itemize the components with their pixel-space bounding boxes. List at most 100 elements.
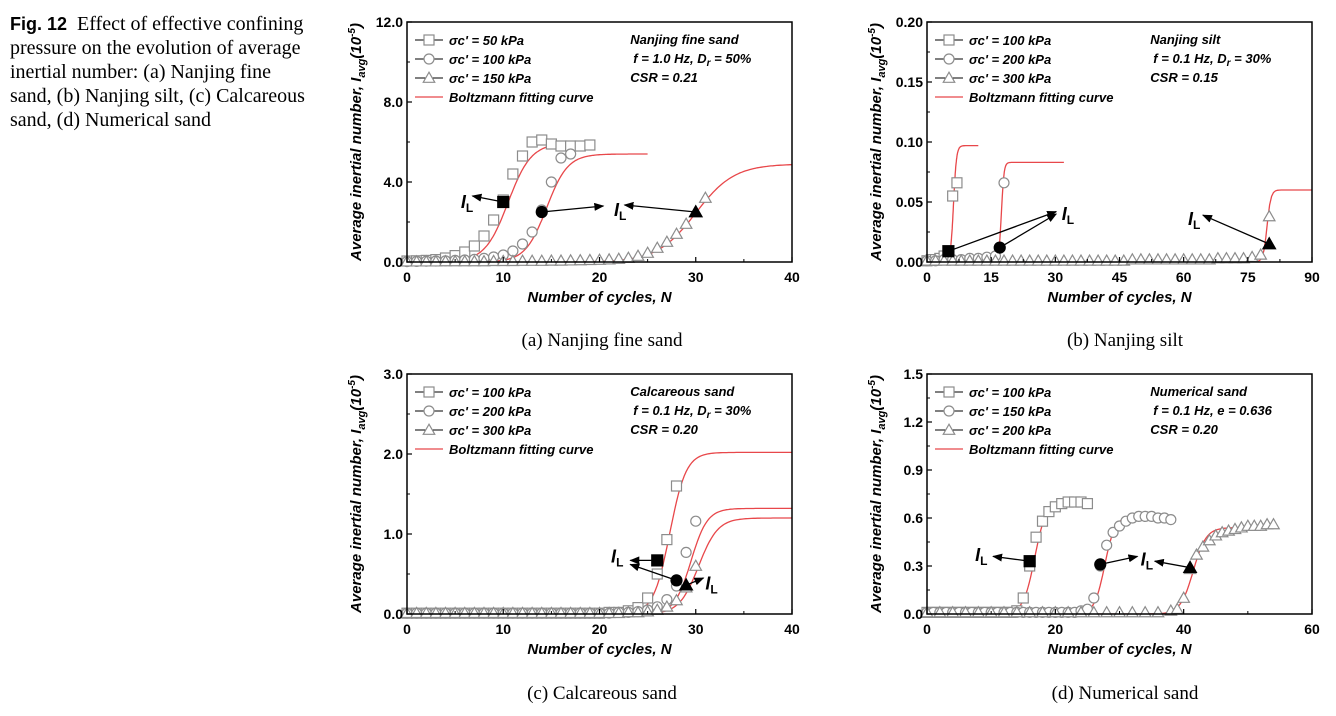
il-label-main: I — [1062, 204, 1068, 224]
fit-curve-series-1 — [407, 451, 792, 614]
data-point-series-3 — [563, 606, 578, 619]
y-axis-label-close: ) — [348, 23, 365, 30]
y-axis-label-sub: avg — [356, 410, 368, 429]
il-label: IL — [611, 546, 623, 569]
il-label-sub: L — [616, 555, 623, 569]
il-label-sub: L — [710, 583, 717, 597]
il-label: IL — [1188, 209, 1200, 232]
data-point-series-1 — [951, 177, 963, 189]
il-arrow — [541, 202, 605, 213]
y-axis-label-unit: (10 — [868, 36, 885, 58]
x-tick-label: 40 — [1176, 621, 1192, 637]
data-point-series-2 — [690, 515, 702, 527]
data-point-series-3 — [679, 217, 693, 229]
chart-b: 0 15 30 45 60 75 90 0.00 0.05 0.10 0.15 0.20 Number … — [867, 14, 1320, 306]
chart-panel-c: 0 10 20 30 40 0.0 1.0 2.0 3.0 Number of cycles, N… — [345, 362, 815, 662]
il-label-main: I — [1188, 209, 1194, 229]
data-point-series-3 — [669, 593, 684, 606]
data-point-series-1 — [545, 138, 557, 150]
il-label: IL — [461, 192, 473, 215]
figure-caption-text: Effect of effective confining pressure o… — [10, 13, 305, 131]
note-csr: CSR = 0.15 — [1150, 70, 1218, 85]
x-tick-label: 40 — [784, 621, 800, 637]
il-point — [497, 195, 510, 209]
legend-marker-series-3 — [942, 423, 956, 435]
data-point-series-1 — [468, 240, 480, 252]
y-tick-label: 3.0 — [384, 366, 404, 382]
data-markers — [400, 480, 703, 619]
legend-fit-label: Boltzmann fitting curve — [449, 90, 593, 105]
legend: σc' = 100 kPa σc' = 150 kPa σc' = 200 kPa B… — [935, 385, 1113, 457]
data-point-series-3 — [640, 246, 655, 258]
legend-marker-series-3 — [422, 71, 436, 83]
il-arrow — [1201, 214, 1270, 245]
y-tick-label: 12.0 — [376, 14, 403, 30]
subcaption-d: (d) Numerical sand — [1051, 683, 1199, 704]
legend-label-series-2: σc' = 200 kPa — [969, 52, 1051, 67]
data-point-series-2 — [545, 176, 557, 188]
y-axis-label-unit: (10 — [348, 36, 365, 58]
x-tick-label: 15 — [983, 269, 999, 285]
legend-marker-series-2 — [943, 405, 955, 417]
legend-marker-series-2 — [423, 53, 435, 65]
x-tick-label: 0 — [923, 621, 931, 637]
data-point-series-1 — [584, 139, 596, 151]
legend-marker-series-3 — [942, 71, 956, 83]
fit-curve-series-1 — [927, 499, 1088, 614]
data-point-series-3 — [467, 254, 482, 267]
legend-marker-series-2 — [943, 53, 955, 65]
chart-panel-b: 0 15 30 45 60 75 90 0.00 0.05 0.10 0.15 0.20 Number … — [865, 10, 1335, 310]
x-tick-label: 0 — [403, 269, 411, 285]
chart-panel-d: 0 20 40 60 0.0 0.3 0.6 0.9 1.2 1.5 Number of cycle… — [865, 362, 1335, 662]
note-csr: CSR = 0.20 — [630, 422, 698, 437]
legend-fit-label: Boltzmann fitting curve — [969, 90, 1113, 105]
data-point-series-1 — [555, 140, 567, 152]
x-tick-label: 30 — [688, 269, 704, 285]
il-point — [1023, 555, 1036, 568]
note-conditions-sub: r — [1227, 58, 1232, 69]
y-axis-label-exp: -5 — [347, 28, 358, 37]
fit-curve-series-3 — [407, 517, 792, 614]
chart-a: 0 10 20 30 40 0.0 4.0 8.0 12.0 Number of cycles, … — [347, 14, 800, 306]
data-point-series-3 — [525, 606, 539, 619]
il-label-main: I — [611, 546, 617, 566]
note-material: Nanjing fine sand — [630, 32, 739, 47]
il-point — [1094, 558, 1107, 571]
y-axis-label-sub: avg — [876, 410, 888, 429]
data-point-series-1 — [478, 230, 490, 242]
il-point — [942, 245, 955, 258]
data-point-series-3 — [660, 235, 674, 247]
data-point-series-3 — [631, 249, 645, 261]
data-point-series-3 — [583, 606, 597, 619]
y-axis-label-main: Average inertial number, I — [868, 429, 885, 614]
legend-label-series-3: σc' = 300 kPa — [969, 71, 1051, 86]
legend-marker-series-1 — [423, 34, 435, 46]
il-label: IL — [1141, 550, 1153, 573]
legend: σc' = 100 kPa σc' = 200 kPa σc' = 300 kPa B… — [935, 33, 1113, 105]
x-axis-label: Number of cycles, N — [527, 641, 672, 658]
legend: σc' = 50 kPa σc' = 100 kPa σc' = 150 kPa Bo… — [415, 33, 593, 105]
data-point-series-1 — [642, 592, 654, 604]
y-tick-label: 0.15 — [896, 74, 923, 90]
il-arrow — [948, 210, 1058, 252]
note-conditions: f = 0.1 Hz, Dr = 30% — [633, 403, 752, 421]
il-arrow — [1100, 554, 1139, 566]
data-point-series-3 — [515, 606, 530, 619]
data-point-series-3 — [669, 227, 684, 239]
il-label-main: I — [1141, 550, 1147, 570]
il-label-sub: L — [1193, 218, 1200, 232]
note-csr: CSR = 0.21 — [630, 70, 698, 85]
data-point-series-1 — [574, 140, 586, 152]
data-point-series-3 — [534, 606, 549, 619]
il-label: IL — [705, 574, 717, 597]
y-axis-label-main: Average inertial number, I — [348, 429, 365, 614]
il-label-main: I — [975, 545, 981, 565]
data-point-series-3 — [573, 606, 588, 619]
data-point-series-3 — [554, 606, 568, 619]
y-axis-label-sub: avg — [356, 58, 368, 77]
il-arrow — [999, 213, 1058, 249]
y-axis-label-main: Average inertial number, I — [348, 77, 365, 262]
legend-label-series-1: σc' = 100 kPa — [969, 385, 1051, 400]
note-conditions-main: f = 1.0 Hz, D — [633, 51, 707, 66]
data-point-series-2 — [565, 148, 577, 160]
